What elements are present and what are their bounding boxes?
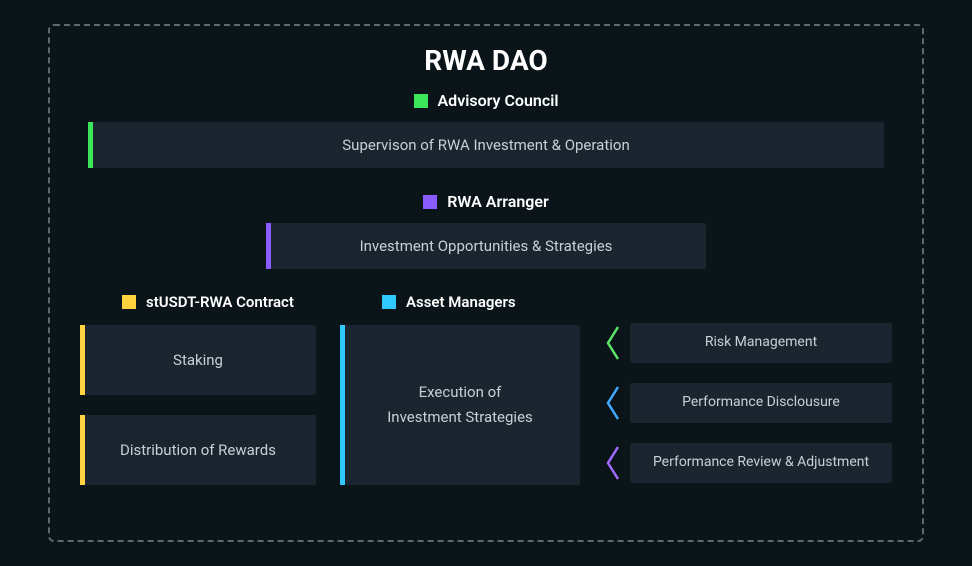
distribution-text: Distribution of Rewards [120, 441, 276, 459]
right-row: Performance Review & Adjustment [604, 443, 892, 483]
accent-strip [340, 325, 345, 485]
advisory-head: Advisory Council [80, 91, 892, 110]
square-icon [122, 295, 136, 309]
supervision-text: Supervison of RWA Investment & Operation [342, 136, 629, 154]
risk-box: Risk Management [630, 323, 892, 363]
right-row: Performance Disclousure [604, 383, 892, 423]
columns: stUSDT-RWA Contract Staking Distribution… [80, 293, 892, 485]
square-icon [414, 94, 428, 108]
risk-text: Risk Management [705, 334, 817, 352]
managers-column: Asset Managers Execution of Investment S… [340, 293, 580, 485]
invest-bar: Investment Opportunities & Strategies [266, 223, 706, 269]
chevron-left-icon [604, 323, 622, 363]
staking-text: Staking [173, 351, 223, 369]
execution-box: Execution of Investment Strategies [340, 325, 580, 485]
chevron-left-icon [604, 383, 622, 423]
invest-text: Investment Opportunities & Strategies [360, 237, 613, 255]
advisory-label: Advisory Council [438, 91, 559, 110]
staking-box: Staking [80, 325, 316, 395]
square-icon [382, 295, 396, 309]
contract-column: stUSDT-RWA Contract Staking Distribution… [80, 293, 316, 485]
accent-strip [88, 122, 93, 168]
chevron-left-icon [604, 443, 622, 483]
contract-label: stUSDT-RWA Contract [146, 293, 294, 311]
accent-strip [80, 415, 85, 485]
square-icon [423, 195, 437, 209]
right-column: Risk Management Performance Disclousure [604, 293, 892, 483]
execution-text: Execution of Investment Strategies [387, 380, 533, 431]
review-text: Performance Review & Adjustment [653, 454, 869, 472]
accent-strip [266, 223, 271, 269]
supervision-bar: Supervison of RWA Investment & Operation [88, 122, 884, 168]
arranger-head: RWA Arranger [80, 192, 892, 211]
review-box: Performance Review & Adjustment [630, 443, 892, 483]
managers-head: Asset Managers [340, 293, 580, 311]
managers-label: Asset Managers [406, 293, 516, 311]
distribution-box: Distribution of Rewards [80, 415, 316, 485]
title: RWA DAO [80, 44, 892, 77]
disclosure-box: Performance Disclousure [630, 383, 892, 423]
arranger-label: RWA Arranger [447, 192, 548, 211]
dao-frame: RWA DAO Advisory Council Supervison of R… [48, 24, 924, 542]
accent-strip [80, 325, 85, 395]
contract-head: stUSDT-RWA Contract [80, 293, 316, 311]
disclosure-text: Performance Disclousure [682, 394, 840, 412]
right-row: Risk Management [604, 323, 892, 363]
